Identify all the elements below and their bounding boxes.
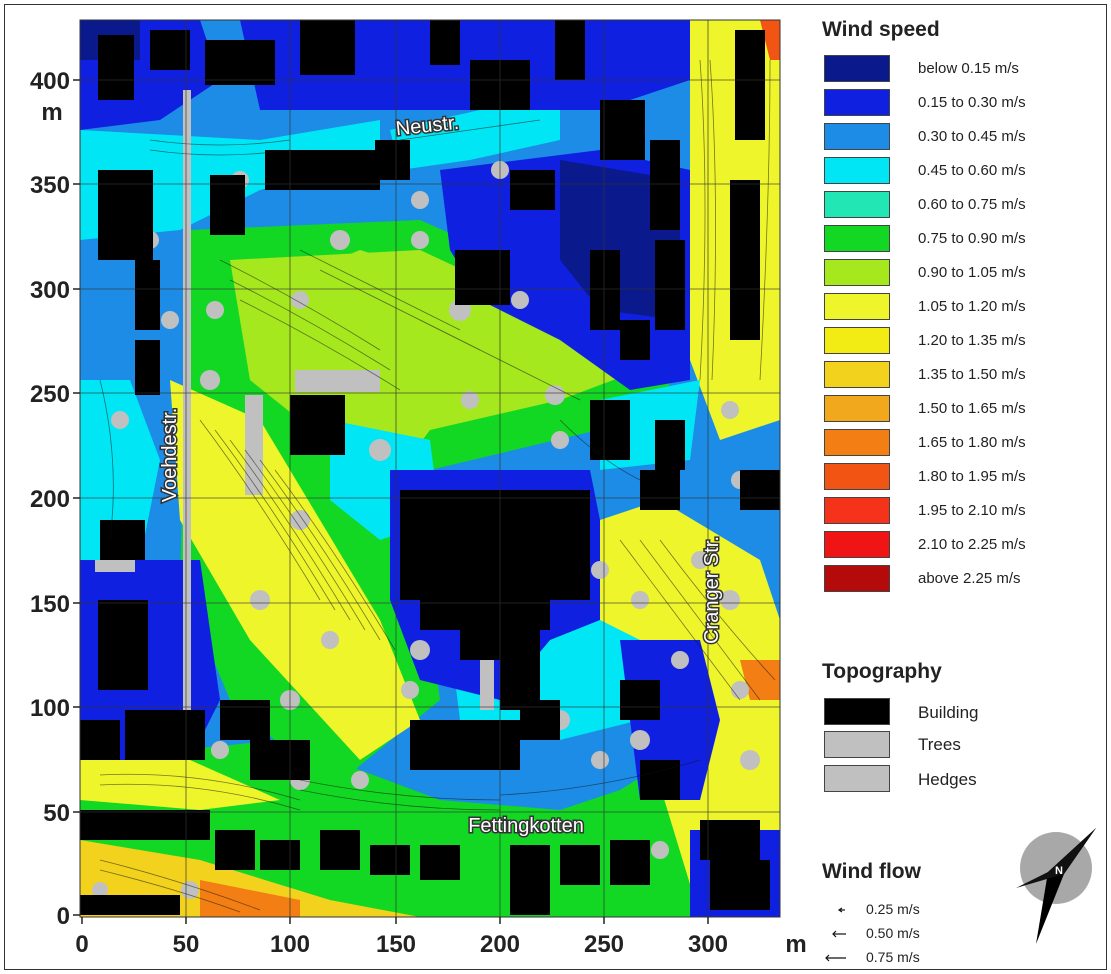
x-tick-label: 0: [75, 931, 88, 958]
y-tick-label: 400: [30, 68, 70, 95]
wind-speed-swatch: [824, 361, 890, 388]
wind-speed-class-label: 1.95 to 2.10 m/s: [918, 502, 1026, 519]
wind-speed-swatch: [824, 565, 890, 592]
wind-flow-label-025: 0.25 m/s: [866, 901, 920, 917]
building-label: Building: [918, 703, 979, 722]
figure-frame: [4, 4, 1107, 970]
wind-speed-class-label: 1.80 to 1.95 m/s: [918, 468, 1026, 485]
wind-speed-swatch: [824, 157, 890, 184]
wind-speed-swatch: [824, 395, 890, 422]
trees-label: Trees: [918, 735, 961, 754]
wind-speed-class-label: 1.20 to 1.35 m/s: [918, 332, 1026, 349]
x-tick-label: 100: [270, 931, 310, 958]
x-axis-labels: 0 50 100 150 200 250 300 m: [75, 931, 806, 958]
wind-speed-swatch: [824, 463, 890, 490]
y-tick-label: 250: [30, 381, 70, 408]
hedges-label: Hedges: [918, 770, 977, 789]
wind-speed-swatch: [824, 259, 890, 286]
wind-flow-streaks: [99, 59, 776, 913]
wind-speed-class-label: 1.50 to 1.65 m/s: [918, 400, 1026, 417]
wind-speed-swatch: [824, 55, 890, 82]
topography-legend-title: Topography: [822, 660, 942, 683]
y-tick-label: 200: [30, 486, 70, 513]
wind-flow-label-075: 0.75 m/s: [866, 949, 920, 965]
x-unit-label: m: [785, 931, 806, 958]
wind-speed-class-label: below 0.15 m/s: [918, 60, 1019, 77]
trees-swatch: [824, 731, 890, 758]
y-tick-label: 150: [30, 591, 70, 618]
y-tick-label: 0: [57, 903, 70, 930]
wind-speed-swatch: [824, 123, 890, 150]
wind-speed-class-label: 0.60 to 0.75 m/s: [918, 196, 1026, 213]
wind-speed-class-label: 0.90 to 1.05 m/s: [918, 264, 1026, 281]
hedges-swatch: [824, 765, 890, 792]
y-tick-label: 100: [30, 695, 70, 722]
wind-speed-class-label: 1.65 to 1.80 m/s: [918, 434, 1026, 451]
x-tick-label: 200: [480, 931, 520, 958]
building-swatch: [824, 698, 890, 725]
y-axis-labels: 0 50 100 150 200 250 300 350 400: [30, 68, 70, 930]
compass-north-letter: N: [1055, 865, 1063, 877]
y-unit-label: m: [41, 99, 62, 126]
wind-speed-swatch: [824, 89, 890, 116]
wind-speed-class-label: 0.15 to 0.30 m/s: [918, 94, 1026, 111]
map-grid: [80, 20, 780, 917]
wind-flow-arrows: [825, 907, 846, 962]
street-label-voehdestr: Voehdestr.: [159, 408, 181, 503]
y-tick-label: 300: [30, 277, 70, 304]
axis-ticks: [73, 79, 709, 924]
x-tick-label: 150: [376, 931, 416, 958]
wind-speed-swatch: [824, 497, 890, 524]
trees-hedges-layer: [92, 90, 760, 899]
wind-speed-class-label: 0.75 to 0.90 m/s: [918, 230, 1026, 247]
wind-speed-class-label: 2.10 to 2.25 m/s: [918, 536, 1026, 553]
wind-speed-class-label: 0.30 to 0.45 m/s: [918, 128, 1026, 145]
wind-speed-class-label: 0.45 to 0.60 m/s: [918, 162, 1026, 179]
wind-flow-label-050: 0.50 m/s: [866, 925, 920, 941]
wind-speed-class-label: 1.05 to 1.20 m/s: [918, 298, 1026, 315]
y-tick-label: 50: [43, 800, 70, 827]
wind-speed-swatch: [824, 327, 890, 354]
wind-speed-swatch: [824, 429, 890, 456]
y-tick-label: 350: [30, 172, 70, 199]
x-tick-label: 300: [688, 931, 728, 958]
north-compass-icon: N: [1016, 828, 1096, 944]
wind-speed-swatch: [824, 293, 890, 320]
x-tick-label: 250: [584, 931, 624, 958]
street-label-cranger: Cranger Str.: [701, 536, 723, 644]
wind-speed-swatch: [824, 225, 890, 252]
wind-speed-class-label: 1.35 to 1.50 m/s: [918, 366, 1026, 383]
street-label-fettingkotten: Fettingkotten: [468, 815, 584, 837]
map-border: [79, 19, 781, 918]
wind-flow-legend-title: Wind flow: [822, 860, 921, 883]
x-tick-label: 50: [173, 931, 200, 958]
wind-speed-swatch: [824, 191, 890, 218]
wind-speed-legend-title: Wind speed: [822, 18, 940, 41]
wind-speed-swatch: [824, 531, 890, 558]
wind-speed-class-label: above 2.25 m/s: [918, 570, 1021, 587]
